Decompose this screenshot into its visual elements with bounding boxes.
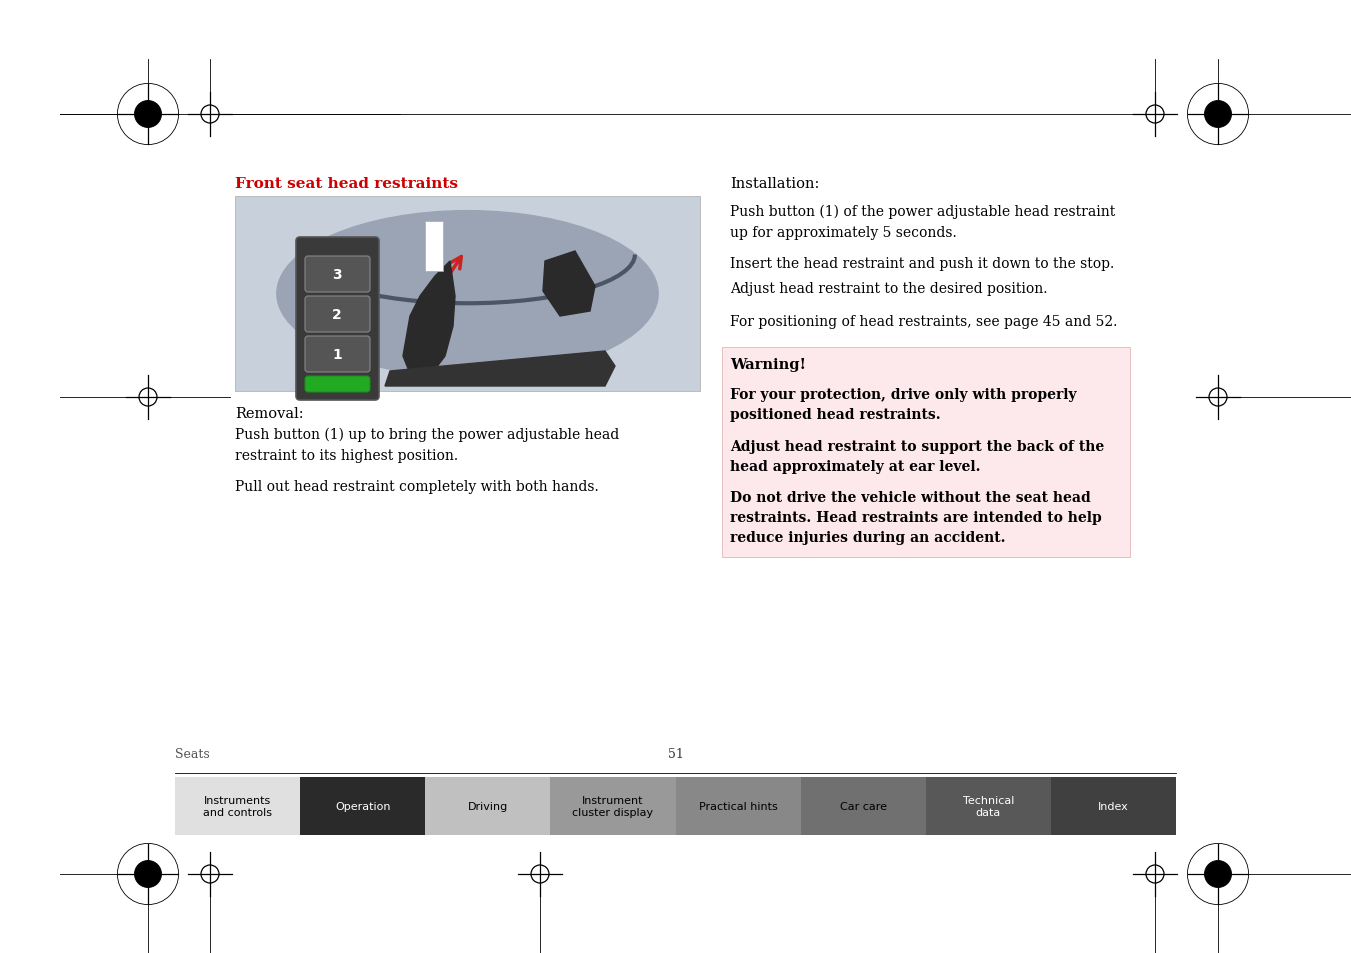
Bar [1051,778,1175,835]
Text: Index: Index [1098,801,1129,811]
Bar [801,778,925,835]
Text: Installation:: Installation: [730,177,819,191]
Bar [235,196,700,392]
Text: Adjust head restraint to support the back of the
head approximately at ear level: Adjust head restraint to support the bac… [730,439,1104,474]
Text: 51: 51 [667,747,684,760]
Text: Insert the head restraint and push it down to the stop.: Insert the head restraint and push it do… [730,256,1115,271]
Ellipse shape [277,212,658,377]
Circle shape [1205,861,1232,887]
Circle shape [135,861,162,887]
Text: Car care: Car care [840,801,886,811]
Circle shape [135,101,162,129]
Text: Front seat head restraints: Front seat head restraints [235,177,458,191]
Bar [721,348,1129,558]
Polygon shape [403,262,455,381]
Text: 1: 1 [332,348,342,361]
Text: Seats: Seats [176,747,209,760]
FancyBboxPatch shape [305,336,370,373]
Bar [925,778,1051,835]
Bar [300,778,426,835]
FancyBboxPatch shape [305,256,370,293]
Circle shape [1205,101,1232,129]
Text: Adjust head restraint to the desired position.: Adjust head restraint to the desired pos… [730,282,1047,295]
Text: Practical hints: Practical hints [698,801,777,811]
Text: 3: 3 [332,268,342,282]
Text: Do not drive the vehicle without the seat head
restraints. Head restraints are i: Do not drive the vehicle without the sea… [730,491,1102,544]
Bar [426,778,550,835]
Text: Push button (1) up to bring the power adjustable head
restraint to its highest p: Push button (1) up to bring the power ad… [235,428,619,462]
FancyBboxPatch shape [296,237,380,400]
Text: Instruments
and controls: Instruments and controls [203,796,272,817]
Bar [550,778,676,835]
Polygon shape [385,352,615,387]
Text: Instrument
cluster display: Instrument cluster display [573,796,654,817]
FancyBboxPatch shape [305,376,370,393]
Polygon shape [543,252,594,316]
Bar [426,222,443,272]
Text: Warning!: Warning! [730,357,807,372]
Text: Push button (1) of the power adjustable head restraint
up for approximately 5 se: Push button (1) of the power adjustable … [730,205,1115,240]
Text: For your protection, drive only with properly
positioned head restraints.: For your protection, drive only with pro… [730,388,1077,421]
Bar [676,778,801,835]
Text: Pull out head restraint completely with both hands.: Pull out head restraint completely with … [235,479,598,494]
Text: Removal:: Removal: [235,407,304,420]
Text: For positioning of head restraints, see page 45 and 52.: For positioning of head restraints, see … [730,314,1117,329]
Bar [176,778,300,835]
Text: Technical
data: Technical data [963,796,1015,817]
Text: 2: 2 [332,308,342,322]
FancyBboxPatch shape [305,296,370,333]
Text: Operation: Operation [335,801,390,811]
Text: Driving: Driving [467,801,508,811]
